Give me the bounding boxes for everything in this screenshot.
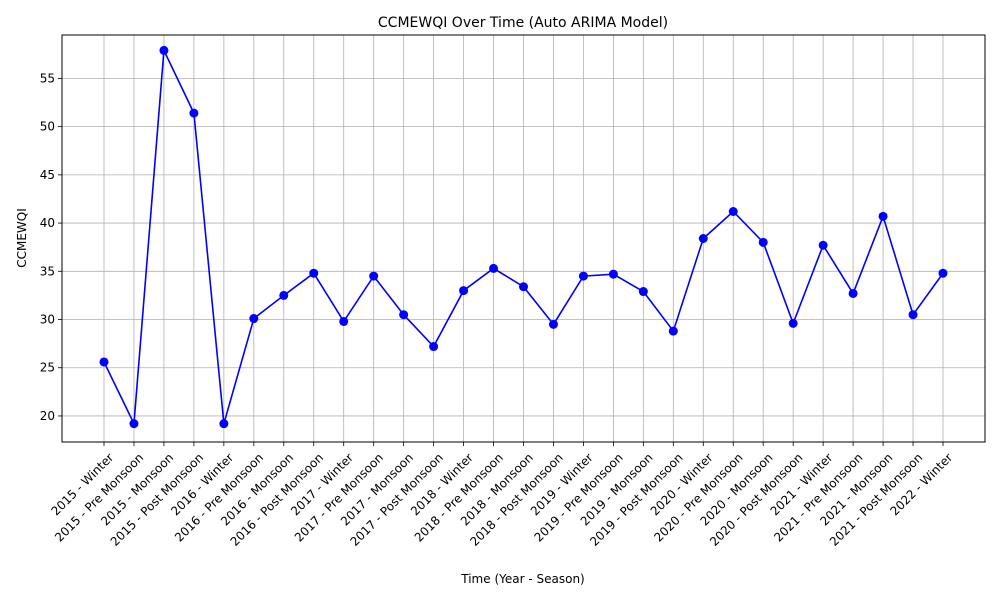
y-tick-label: 35 — [40, 264, 55, 278]
data-point — [638, 287, 648, 297]
data-point — [519, 282, 528, 292]
data-point — [159, 45, 169, 55]
data-point — [818, 240, 828, 250]
data-point — [848, 288, 858, 298]
data-point — [908, 310, 918, 320]
data-point — [339, 316, 349, 326]
data-point — [938, 268, 948, 278]
data-point — [578, 271, 588, 281]
data-point — [728, 206, 738, 216]
data-point — [189, 108, 199, 118]
y-tick-label: 40 — [40, 216, 55, 230]
series — [99, 45, 948, 429]
data-point — [429, 342, 439, 352]
x-axis-label: Time (Year - Season) — [460, 572, 584, 586]
data-point — [608, 269, 618, 279]
data-point — [309, 268, 319, 278]
data-point — [548, 319, 558, 329]
data-point — [459, 286, 469, 296]
y-tick-label: 50 — [40, 120, 55, 134]
y-tick-label: 55 — [40, 71, 55, 85]
data-point — [129, 419, 139, 429]
y-tick-label: 45 — [40, 168, 55, 182]
plot-frame — [61, 34, 986, 443]
chart-title: CCMEWQI Over Time (Auto ARIMA Model) — [378, 15, 668, 31]
data-point — [219, 419, 229, 429]
grid — [62, 35, 985, 442]
y-tick-label: 25 — [40, 361, 55, 375]
data-point — [489, 263, 499, 273]
data-point — [369, 271, 379, 281]
data-point — [279, 290, 289, 300]
data-point — [878, 211, 888, 221]
data-point — [399, 310, 409, 320]
data-point — [668, 326, 678, 336]
y-axis-label: CCMEWQI — [15, 208, 29, 268]
data-point — [788, 318, 798, 328]
data-point — [99, 357, 109, 367]
data-point — [249, 314, 259, 324]
data-point — [758, 237, 768, 247]
data-point — [698, 234, 708, 243]
y-tick-label: 20 — [40, 409, 55, 423]
y-tick-label: 30 — [40, 313, 55, 327]
